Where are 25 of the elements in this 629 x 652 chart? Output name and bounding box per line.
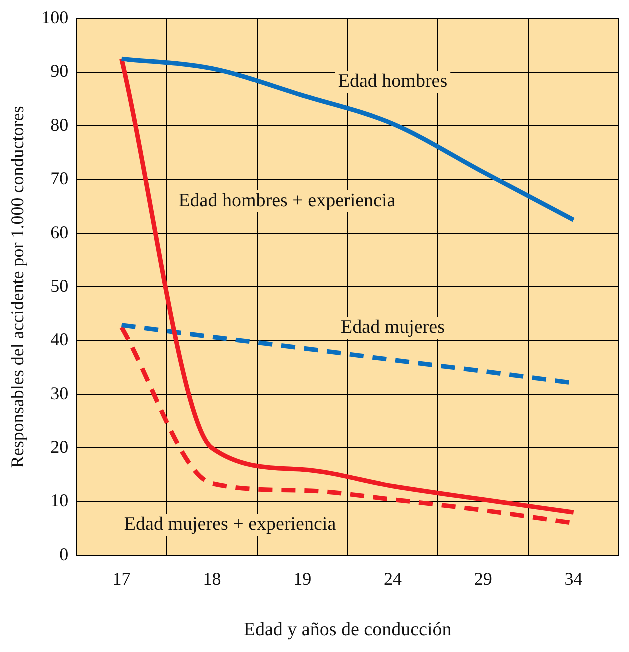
x-tick-label: 34 xyxy=(564,569,583,590)
line-series xyxy=(120,56,576,222)
x-tick-label: 18 xyxy=(203,569,222,590)
y-tick-label: 30 xyxy=(50,383,69,404)
y-tick-label: 100 xyxy=(42,8,69,28)
y-tick-label: 0 xyxy=(60,544,69,564)
y-tick-label: 90 xyxy=(50,61,69,82)
y-tick-label: 80 xyxy=(50,114,69,135)
series-label: Edad hombres + experiencia xyxy=(178,190,396,212)
series-label: Edad hombres xyxy=(338,70,448,92)
y-axis-title: Responsables del accidente por 1.000 conductores xyxy=(8,106,28,468)
y-tick-label: 10 xyxy=(50,490,69,511)
series-label: Edad mujeres xyxy=(341,317,445,338)
x-tick-label: 19 xyxy=(294,569,312,590)
y-tick-label: 50 xyxy=(50,276,69,296)
x-tick-label: 17 xyxy=(112,569,131,590)
y-tick-label: 20 xyxy=(50,436,69,457)
y-tick-label: 40 xyxy=(50,330,69,350)
x-tick-label: 29 xyxy=(474,569,492,590)
x-tick-label: 24 xyxy=(384,569,402,590)
x-axis-title: Edad y años de conducción xyxy=(244,620,452,641)
y-tick-label: 70 xyxy=(50,168,69,189)
line-series xyxy=(120,56,576,515)
y-tick-label: 60 xyxy=(50,222,69,242)
series-label: Edad mujeres + experiencia xyxy=(124,514,337,536)
